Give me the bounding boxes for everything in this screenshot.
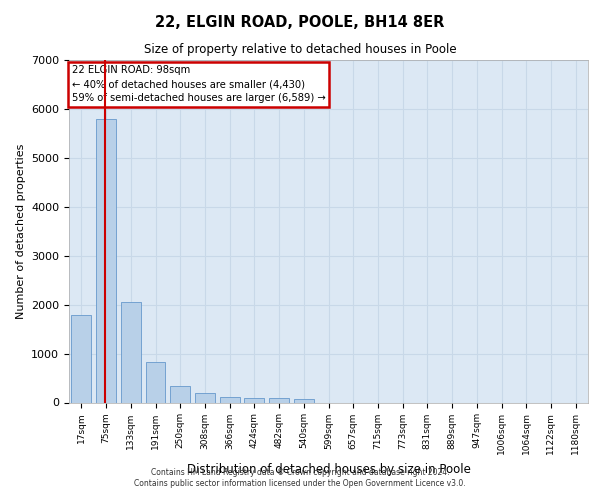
Bar <box>170 386 190 402</box>
Bar <box>121 302 140 402</box>
X-axis label: Distribution of detached houses by size in Poole: Distribution of detached houses by size … <box>187 462 470 475</box>
Text: 22 ELGIN ROAD: 98sqm
← 40% of detached houses are smaller (4,430)
59% of semi-de: 22 ELGIN ROAD: 98sqm ← 40% of detached h… <box>71 65 325 103</box>
Bar <box>269 398 289 402</box>
Bar <box>71 316 91 402</box>
Text: Size of property relative to detached houses in Poole: Size of property relative to detached ho… <box>143 42 457 56</box>
Bar <box>96 118 116 403</box>
Bar <box>244 398 264 402</box>
Text: 22, ELGIN ROAD, POOLE, BH14 8ER: 22, ELGIN ROAD, POOLE, BH14 8ER <box>155 15 445 30</box>
Bar <box>195 393 215 402</box>
Bar <box>146 362 166 403</box>
Bar <box>294 398 314 402</box>
Y-axis label: Number of detached properties: Number of detached properties <box>16 144 26 319</box>
Bar <box>220 397 239 402</box>
Text: Contains HM Land Registry data © Crown copyright and database right 2024.
Contai: Contains HM Land Registry data © Crown c… <box>134 468 466 487</box>
